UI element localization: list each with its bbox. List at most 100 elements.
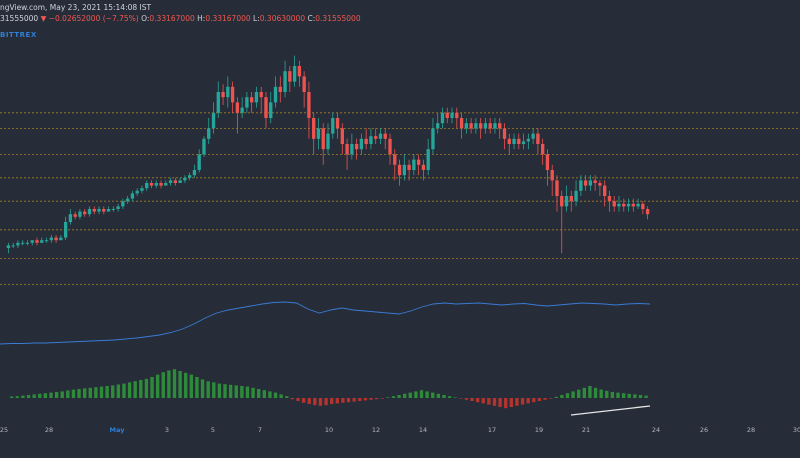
histogram-bar [49,392,53,398]
candle-up [626,203,631,207]
candle-up [140,188,144,191]
histogram-bar [200,379,205,398]
candle-up [359,138,364,150]
candle-down [335,118,340,129]
histogram-bar [565,393,570,398]
candle-up [78,211,82,217]
header-change: ▼ −0.02652000 (−7.75%) [40,14,139,23]
histogram-bar [257,389,261,398]
candle-up [531,133,535,139]
candle-down [235,102,240,113]
candle-up [350,144,354,155]
candle-down [250,97,254,103]
header-open-value: 0.33167000 [149,14,195,23]
candle-up [49,237,53,241]
candle-down [264,97,268,118]
histogram-bar [391,396,396,398]
candle-down [35,240,39,243]
histogram-bar [60,391,64,398]
candle-up [111,209,116,210]
candle-up [116,206,120,209]
candle-up [25,242,30,244]
histogram-bar [374,398,379,400]
candle-down [102,209,106,212]
histogram-bar [178,371,182,398]
histogram-bar [380,398,384,399]
candle-up [168,180,173,183]
candle-down [622,203,626,207]
candle-up [178,180,182,183]
candle-up [331,118,335,134]
histogram-bar [38,393,42,398]
candle-down [407,164,411,170]
histogram-bar [571,391,575,398]
candle-up [192,170,197,176]
x-tick-label: May [110,426,126,434]
candle-up [440,112,445,124]
candle-up [292,66,297,82]
candle-down [221,92,225,98]
header-ohlc: 31555000 ▼ −0.02652000 (−7.75%) O:0.3316… [0,14,361,23]
histogram-bar [498,398,502,407]
header-close-value: 31555000 [0,14,39,23]
histogram-bar [43,393,48,398]
x-tick-label: 21 [582,426,590,434]
histogram-bar [279,394,283,398]
histogram-bar [425,391,429,398]
histogram-bar [481,398,485,404]
histogram-bar [206,381,210,398]
histogram-bar [627,393,631,398]
x-tick-label: 26 [700,426,708,434]
candle-up [207,128,211,139]
candle-up [197,154,201,170]
candle-up [526,138,531,142]
candle-up [202,138,206,155]
candle-down [307,92,311,118]
histogram-bar [150,377,154,398]
histogram-bar [352,398,356,402]
candle-down [583,180,588,186]
x-tick-label: 14 [419,426,427,434]
candle-up [16,242,20,246]
candle-down [645,209,650,215]
candle-down [502,128,507,139]
candle-down [469,123,473,129]
histogram-bar [369,398,373,400]
candle-up [426,149,430,170]
histogram-bar [515,398,519,406]
candle-down [288,71,292,82]
candle-up [436,123,440,129]
candle-up [369,136,373,144]
histogram-bar [644,395,648,398]
candle-up [30,240,34,243]
candle-down [488,123,492,129]
histogram-bar [54,392,59,398]
histogram-bar [240,386,244,398]
histogram-bar [144,378,149,398]
histogram-bar [262,390,266,398]
candle-up [68,214,73,222]
candle-up [97,209,101,212]
header-closel-label: C: [307,14,316,23]
header-source: ngView.com, May 23, 2021 15:14:08 IST [0,3,152,12]
histogram-bar [419,390,424,398]
x-tick-label: 12 [372,426,380,434]
candle-down [536,133,540,144]
candle-down [159,183,163,186]
histogram-bar [633,394,637,398]
candle-up [316,128,321,139]
indicator-line [0,301,651,345]
histogram-bar [195,377,199,398]
candle-up [402,164,406,176]
histogram-bar [82,388,87,398]
histogram-bar [504,398,508,409]
histogram-bar [464,398,469,400]
histogram-bar [397,395,401,398]
histogram-bar [537,398,542,401]
histogram-bar [139,380,143,398]
histogram-bar [155,374,160,398]
header-high-value: 0.33167000 [205,14,251,23]
histogram-bar [133,381,137,398]
